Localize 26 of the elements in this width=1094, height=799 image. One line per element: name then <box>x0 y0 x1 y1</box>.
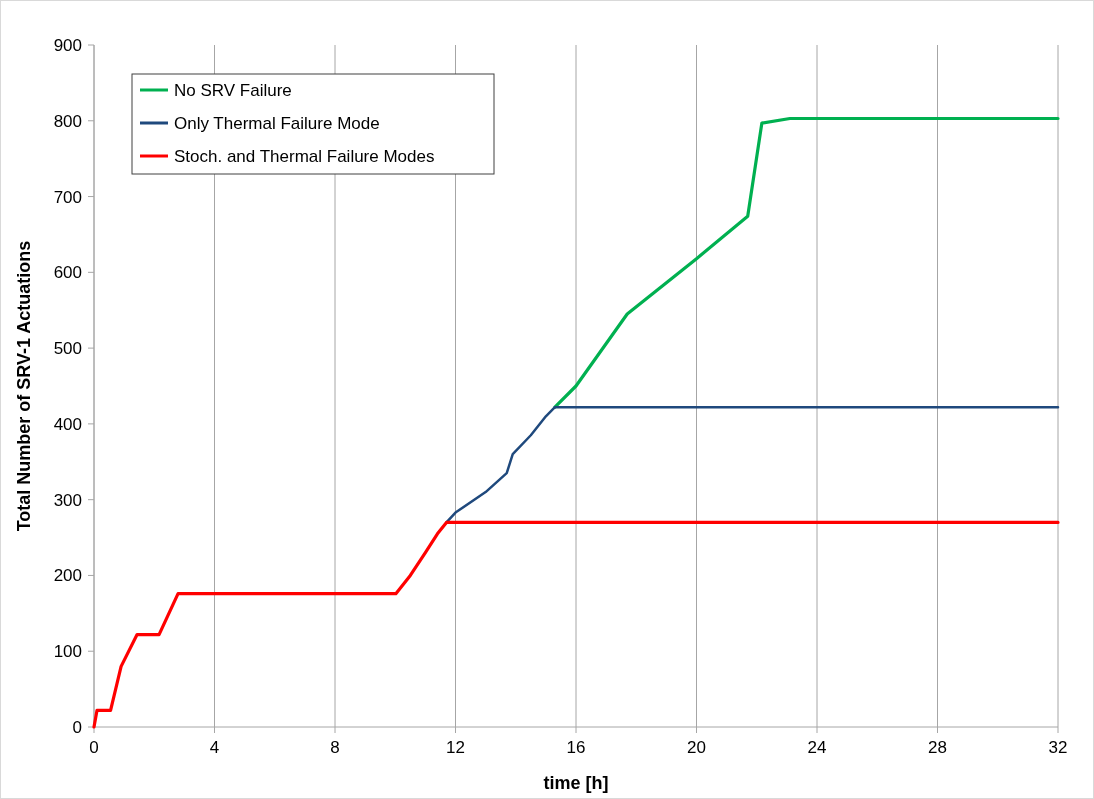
x-tick-label: 8 <box>330 738 340 757</box>
x-tick-label: 4 <box>209 738 220 757</box>
x-tick-label: 32 <box>1048 738 1068 757</box>
y-tick-label: 900 <box>53 35 82 55</box>
legend-label: No SRV Failure <box>174 80 292 100</box>
y-tick-label: 300 <box>53 490 82 510</box>
y-tick-label: 500 <box>53 339 82 359</box>
x-tick-label: 28 <box>928 738 947 757</box>
x-tick-label: 20 <box>687 738 706 757</box>
y-tick-label: 400 <box>53 414 82 434</box>
x-tick-label: 12 <box>446 738 465 757</box>
y-tick-label: 0 <box>72 717 82 737</box>
y-tick-label: 700 <box>53 187 82 207</box>
y-tick-label: 600 <box>53 263 82 283</box>
x-axis-title: time [h] <box>543 773 609 793</box>
y-axis-title: Total Number of SRV-1 Actuations <box>14 240 34 532</box>
line-series <box>445 405 1060 524</box>
y-tick-label: 200 <box>53 566 82 586</box>
line-series <box>553 116 1060 409</box>
y-tick-label: 800 <box>53 111 82 131</box>
y-tick-label: 100 <box>53 642 82 662</box>
x-tick-label: 24 <box>807 738 827 757</box>
x-tick-label: 16 <box>566 738 586 757</box>
legend-label: Stoch. and Thermal Failure Modes <box>174 146 435 166</box>
legend-label: Only Thermal Failure Mode <box>174 113 380 133</box>
x-tick-label: 0 <box>89 738 99 757</box>
